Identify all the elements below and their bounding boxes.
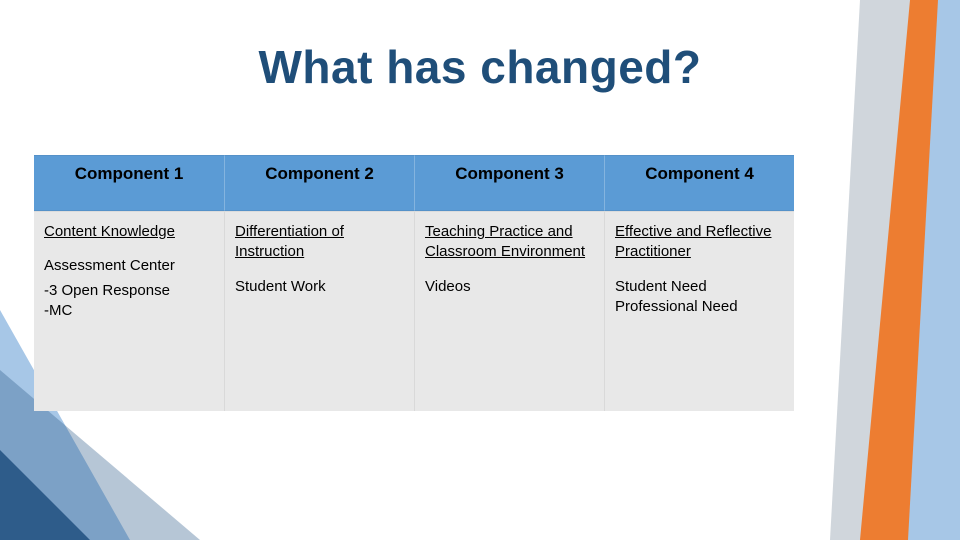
column-1-header: Component 1	[34, 155, 224, 211]
cell-text: Differentiation of Instruction	[235, 222, 404, 263]
column-3-header: Component 3	[414, 155, 604, 211]
cell-text: -3 Open Response	[44, 281, 214, 301]
column-2-body: Differentiation of Instruction Student W…	[224, 211, 414, 411]
column-4-header: Component 4	[604, 155, 794, 211]
slide-title: What has changed?	[0, 40, 960, 94]
column-4: Component 4 Effective and Reflective Pra…	[604, 155, 794, 411]
cell-text: Videos	[425, 277, 594, 297]
column-4-body: Effective and Reflective Practitioner St…	[604, 211, 794, 411]
slide: What has changed? Component 1 Content Kn…	[0, 0, 960, 540]
column-3: Component 3 Teaching Practice and Classr…	[414, 155, 604, 411]
component-table: Component 1 Content Knowledge Assessment…	[34, 155, 794, 411]
cell-text: Assessment Center	[44, 256, 214, 276]
cell-text: -MC	[44, 301, 214, 321]
column-2-header: Component 2	[224, 155, 414, 211]
column-3-body: Teaching Practice and Classroom Environm…	[414, 211, 604, 411]
cell-text: Teaching Practice and Classroom Environm…	[425, 222, 594, 263]
column-2: Component 2 Differentiation of Instructi…	[224, 155, 414, 411]
cell-text: Effective and Reflective Practitioner	[615, 222, 784, 263]
cell-text: Professional Need	[615, 297, 784, 317]
column-1-body: Content Knowledge Assessment Center -3 O…	[34, 211, 224, 411]
cell-text: Student Work	[235, 277, 404, 297]
column-1: Component 1 Content Knowledge Assessment…	[34, 155, 224, 411]
cell-text: Content Knowledge	[44, 222, 214, 242]
cell-text: Student Need	[615, 277, 784, 297]
